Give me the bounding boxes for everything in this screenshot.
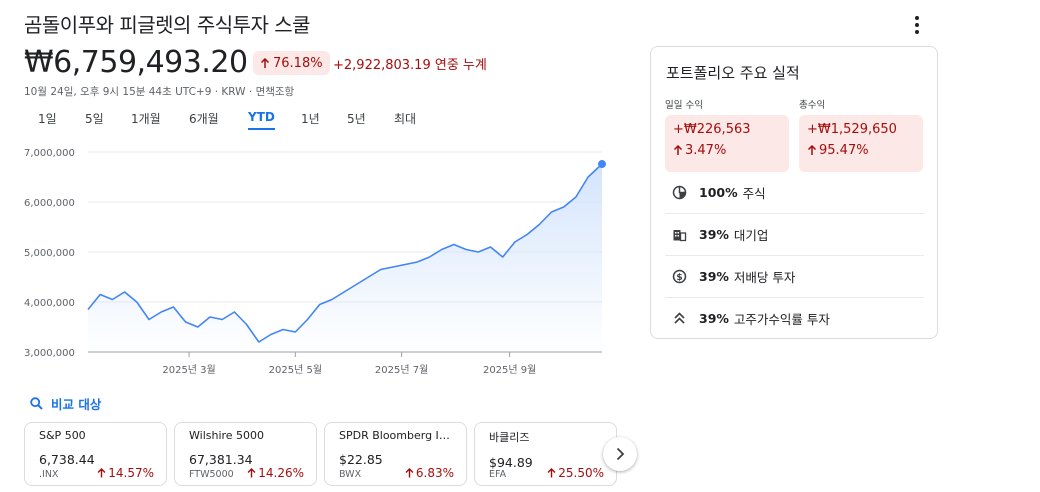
range-tab-1m[interactable]: 1개월: [131, 112, 161, 126]
stat-large-cap[interactable]: 39% 대기업: [665, 213, 924, 255]
daily-gain-percent: 3.47%: [673, 143, 781, 158]
daily-gain-pct-value: 3.47%: [685, 143, 727, 158]
card-change-value: 25.50%: [558, 466, 604, 480]
daily-gain-label: 일일 수익: [665, 100, 703, 111]
x-tick-label: 2025년 7월: [375, 364, 428, 376]
range-tab-5d[interactable]: 5일: [85, 112, 104, 126]
daily-gain-amount: +₩226,563: [673, 122, 751, 137]
card-change-value: 14.57%: [108, 466, 154, 480]
card-change: 6.83%: [405, 466, 454, 480]
building-icon: [669, 227, 689, 242]
arrow-up-icon: [673, 145, 683, 155]
more-options-button[interactable]: [908, 12, 926, 38]
total-gain-percent: 95.47%: [807, 143, 915, 158]
stat-stocks-pct: 100%: [699, 184, 738, 200]
card-change: 14.57%: [97, 466, 154, 480]
card-name: 바클리즈: [489, 431, 530, 444]
x-tick-label: 2025년 9월: [483, 364, 536, 376]
divider: [665, 213, 924, 214]
stat-stocks-label: 주식: [742, 185, 766, 201]
change-amount: +2,922,803.19 연중 누계: [333, 58, 487, 73]
divider: [665, 297, 924, 298]
portfolio-value: ₩6,759,493.20: [24, 45, 248, 80]
range-tab-1d[interactable]: 1일: [38, 112, 57, 126]
divider: [665, 255, 924, 256]
arrow-up-icon: [807, 145, 817, 155]
dollar-circle-icon: $: [669, 269, 689, 284]
card-change: 25.50%: [547, 466, 604, 480]
change-percent-badge: 76.18%: [253, 51, 330, 75]
y-tick-label: 7,000,000: [24, 148, 75, 159]
card-ticker: FTW5000: [189, 469, 234, 480]
range-tab-5y[interactable]: 5년: [347, 112, 366, 126]
chevron-right-icon: [616, 447, 625, 461]
card-change: 14.26%: [247, 466, 304, 480]
range-tab-1y[interactable]: 1년: [301, 112, 320, 126]
stat-high-pe-pct: 39%: [699, 310, 729, 326]
y-tick-label: 4,000,000: [24, 298, 75, 309]
range-tab-6m[interactable]: 6개월: [189, 112, 219, 126]
card-price: 67,381.34: [189, 452, 253, 467]
compare-card-sp500[interactable]: S&P 500 6,738.44 .INX 14.57%: [24, 422, 167, 486]
stat-stocks[interactable]: 100% 주식: [665, 171, 924, 213]
change-percent: 76.18%: [273, 55, 323, 71]
card-price: 6,738.44: [39, 452, 95, 467]
card-price: $22.85: [339, 452, 383, 467]
compare-card-efa[interactable]: 바클리즈 $94.89 EFA 25.50%: [474, 422, 617, 486]
panel-title: 포트폴리오 주요 실적: [666, 64, 800, 82]
compare-card-wilshire[interactable]: Wilshire 5000 67,381.34 FTW5000 14.26%: [174, 422, 317, 486]
daily-gain-box: +₩226,563 3.47%: [665, 115, 789, 172]
card-ticker: BWX: [339, 469, 362, 480]
card-ticker: EFA: [489, 469, 507, 480]
card-name: Wilshire 5000: [189, 429, 265, 442]
card-ticker: .INX: [39, 469, 59, 480]
x-tick-label: 2025년 5월: [269, 364, 322, 376]
arrow-up-icon: [547, 468, 556, 478]
timestamp-disclaimer: 10월 24일, 오후 9시 15분 44초 UTC+9 · KRW · 면책조…: [24, 86, 295, 98]
latest-value-dot: [598, 160, 606, 169]
search-icon: [30, 397, 43, 410]
more-vert-icon: [915, 16, 919, 20]
stat-high-pe[interactable]: 39% 고주가수익률 투자: [665, 297, 924, 339]
y-tick-label: 5,000,000: [24, 248, 75, 259]
range-tab-max[interactable]: 최대: [394, 112, 417, 126]
total-gain-box: +₩1,529,650 95.47%: [799, 115, 923, 172]
arrow-up-icon: [97, 468, 106, 478]
arrow-up-icon: [405, 468, 414, 478]
total-gain-label: 총수익: [799, 100, 826, 111]
double-chevron-up-icon: [669, 311, 689, 326]
total-gain-pct-value: 95.47%: [819, 143, 869, 158]
card-price: $94.89: [489, 455, 533, 470]
arrow-up-icon: [260, 57, 270, 68]
next-cards-button[interactable]: [603, 437, 637, 471]
compare-button[interactable]: 비교 대상: [30, 394, 101, 413]
card-name: SPDR Bloomberg Intern...: [339, 429, 452, 442]
compare-card-bwx[interactable]: SPDR Bloomberg Intern... $22.85 BWX 6.83…: [324, 422, 467, 486]
page-title: 곰돌이푸와 피글렛의 주식투자 스쿨: [24, 13, 311, 37]
stat-large-cap-label: 대기업: [733, 227, 769, 243]
y-tick-label: 6,000,000: [24, 198, 75, 209]
pie-chart-icon: [669, 185, 689, 200]
x-tick-label: 2025년 3월: [162, 364, 215, 376]
range-tab-ytd[interactable]: YTD: [248, 108, 275, 130]
total-gain-amount: +₩1,529,650: [807, 122, 897, 137]
performance-chart[interactable]: 3,000,000 4,000,000 5,000,000 6,000,000 7,00…: [24, 142, 614, 377]
stat-low-dividend-pct: 39%: [699, 268, 729, 284]
series-line: [87, 163, 603, 343]
series-area: [88, 164, 602, 352]
stat-low-dividend-label: 저배당 투자: [733, 269, 796, 285]
card-change-value: 14.26%: [258, 466, 304, 480]
stat-high-pe-label: 고주가수익률 투자: [733, 311, 830, 327]
compare-label: 비교 대상: [51, 397, 102, 412]
card-name: S&P 500: [39, 429, 86, 442]
portfolio-highlights-panel: 포트폴리오 주요 실적 일일 수익 +₩226,563 3.47% 총수익 +₩…: [650, 46, 938, 339]
arrow-up-icon: [247, 468, 256, 478]
stat-low-dividend[interactable]: $ 39% 저배당 투자: [665, 255, 924, 297]
stat-large-cap-pct: 39%: [699, 226, 729, 242]
card-change-value: 6.83%: [415, 466, 454, 480]
svg-text:$: $: [676, 273, 682, 283]
y-tick-label: 3,000,000: [24, 348, 75, 359]
